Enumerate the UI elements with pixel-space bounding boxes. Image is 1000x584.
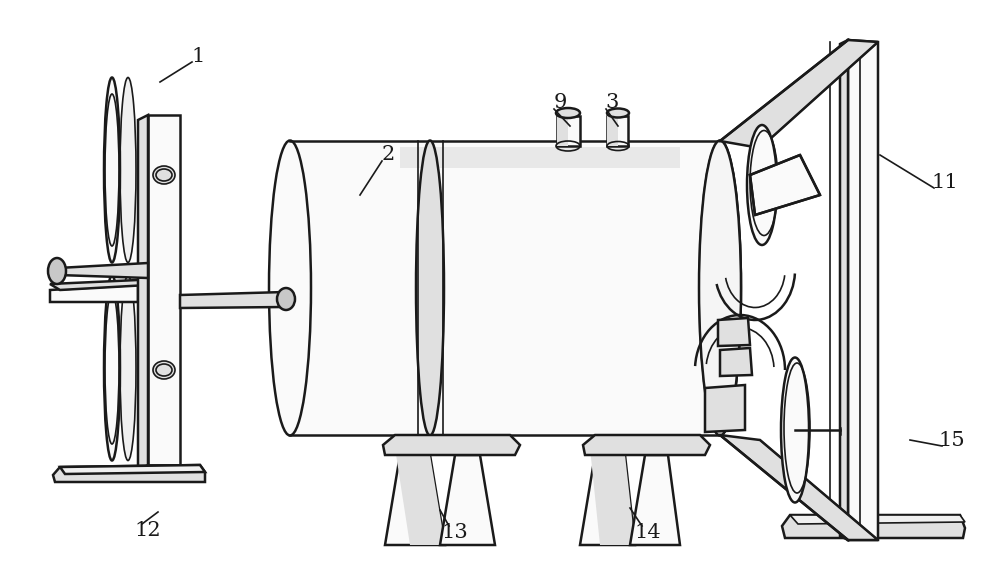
Ellipse shape	[104, 78, 120, 262]
Polygon shape	[148, 115, 180, 465]
Text: 13: 13	[442, 523, 468, 541]
Polygon shape	[400, 147, 680, 168]
Polygon shape	[630, 455, 680, 545]
Polygon shape	[385, 455, 445, 545]
Ellipse shape	[277, 288, 295, 310]
Ellipse shape	[48, 258, 66, 284]
Polygon shape	[180, 292, 285, 308]
Polygon shape	[290, 141, 720, 435]
Polygon shape	[580, 455, 635, 545]
Polygon shape	[848, 40, 878, 540]
Polygon shape	[50, 285, 138, 302]
Ellipse shape	[104, 276, 120, 461]
Polygon shape	[705, 385, 745, 432]
Polygon shape	[58, 263, 148, 278]
Text: 12: 12	[135, 520, 161, 540]
Polygon shape	[138, 115, 148, 470]
Text: 15: 15	[939, 430, 965, 450]
Ellipse shape	[269, 141, 311, 436]
Ellipse shape	[120, 276, 136, 461]
Polygon shape	[557, 116, 580, 146]
Ellipse shape	[607, 109, 629, 117]
Polygon shape	[840, 40, 848, 540]
Polygon shape	[720, 40, 878, 148]
Polygon shape	[50, 280, 148, 290]
Polygon shape	[590, 448, 635, 545]
Text: 11: 11	[932, 172, 958, 192]
Ellipse shape	[699, 141, 741, 436]
Polygon shape	[383, 435, 520, 455]
Polygon shape	[607, 113, 618, 146]
Text: 1: 1	[191, 47, 205, 67]
Polygon shape	[53, 465, 205, 482]
Polygon shape	[60, 465, 205, 474]
Polygon shape	[790, 515, 965, 524]
Ellipse shape	[747, 125, 777, 245]
Polygon shape	[583, 435, 710, 455]
Polygon shape	[750, 155, 820, 215]
Ellipse shape	[153, 166, 175, 184]
Ellipse shape	[556, 108, 580, 118]
Polygon shape	[718, 318, 750, 346]
Text: 14: 14	[635, 523, 661, 541]
Ellipse shape	[120, 78, 136, 262]
Polygon shape	[720, 348, 752, 376]
Polygon shape	[782, 515, 965, 538]
Polygon shape	[440, 455, 495, 545]
Ellipse shape	[416, 141, 444, 436]
Polygon shape	[720, 435, 878, 540]
Polygon shape	[607, 116, 628, 146]
Text: 2: 2	[381, 145, 395, 165]
Ellipse shape	[781, 357, 809, 502]
Polygon shape	[395, 448, 445, 545]
Ellipse shape	[153, 361, 175, 379]
Text: 3: 3	[605, 93, 619, 113]
Text: 9: 9	[553, 93, 567, 113]
Polygon shape	[557, 113, 568, 146]
